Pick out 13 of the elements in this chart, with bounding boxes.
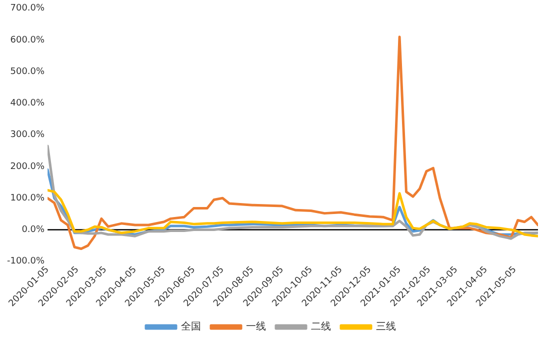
y-tick-label: 600.0%: [10, 35, 45, 46]
y-tick-label: 0.0%: [22, 225, 45, 236]
y-tick-label: 200.0%: [10, 162, 45, 172]
legend-label: 二线: [311, 320, 331, 333]
y-tick-label: 500.0%: [10, 66, 45, 77]
y-tick-label: 700.0%: [10, 4, 45, 14]
y-tick-label: 100.0%: [10, 193, 45, 204]
y-tick-label: -100.0%: [6, 256, 45, 267]
legend-label: 三线: [376, 320, 396, 333]
legend-label: 全国: [181, 320, 201, 333]
legend-label: 一线: [246, 320, 266, 333]
y-tick-label: 400.0%: [10, 98, 45, 109]
y-tick-label: 300.0%: [10, 130, 45, 140]
